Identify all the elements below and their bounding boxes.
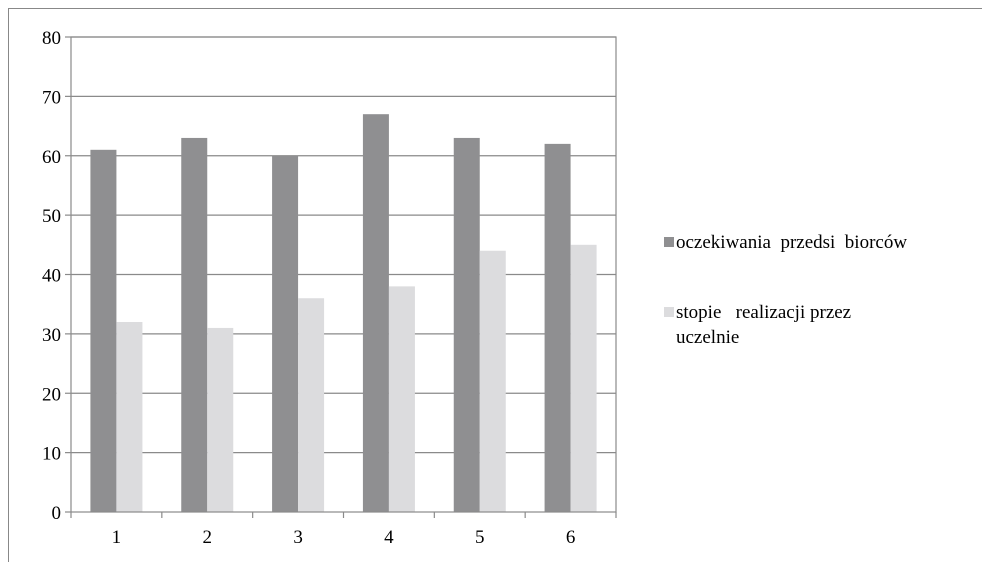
bars xyxy=(90,114,597,512)
bar-series-1-cat-2 xyxy=(181,137,208,512)
legend-swatch-series-2 xyxy=(664,307,674,317)
bar-series-2-cat-2 xyxy=(207,327,234,512)
x-tick-label-4: 4 xyxy=(384,527,394,548)
x-tick-label-5: 5 xyxy=(475,527,485,548)
x-tick-label-2: 2 xyxy=(203,527,213,548)
legend-swatch-series-1 xyxy=(664,237,674,247)
x-tick-label-6: 6 xyxy=(566,527,576,548)
y-tick-label-40: 40 xyxy=(42,266,61,287)
bar-series-2-cat-6 xyxy=(570,244,597,512)
bar-series-1-cat-5 xyxy=(453,137,480,512)
y-tick-label-60: 60 xyxy=(42,147,61,168)
bar-series-1-cat-3 xyxy=(272,155,299,512)
legend: oczekiwania przedsi biorców stopie reali… xyxy=(664,232,907,348)
bar-series-1-cat-4 xyxy=(362,114,389,512)
legend-label-series-1: oczekiwania przedsi biorców xyxy=(676,232,907,253)
x-tick-label-1: 1 xyxy=(112,527,122,548)
legend-label-series-2-line-2: uczelnie xyxy=(676,327,739,348)
x-tick-label-3: 3 xyxy=(293,527,303,548)
y-tick-label-10: 10 xyxy=(42,444,61,465)
y-tick-label-30: 30 xyxy=(42,325,61,346)
bar-series-2-cat-5 xyxy=(479,250,506,512)
bar-series-2-cat-4 xyxy=(388,286,415,512)
axes xyxy=(65,36,617,518)
y-tick-label-80: 80 xyxy=(42,28,61,49)
gridlines xyxy=(71,36,616,454)
bar-series-1-cat-1 xyxy=(90,149,117,512)
chart-frame xyxy=(8,8,982,562)
x-tick-labels: 1 2 3 4 5 6 xyxy=(112,527,576,548)
y-tick-label-70: 70 xyxy=(42,87,61,108)
y-tick-label-0: 0 xyxy=(52,503,62,524)
bar-series-2-cat-1 xyxy=(116,322,143,512)
legend-label-series-2-line-1: stopie realizacji przez xyxy=(676,302,851,323)
bar-series-2-cat-3 xyxy=(298,298,325,512)
y-tick-labels: 0 10 20 30 40 50 60 70 80 xyxy=(42,28,61,524)
y-tick-label-20: 20 xyxy=(42,384,61,405)
bar-series-1-cat-6 xyxy=(544,143,571,512)
y-tick-label-50: 50 xyxy=(42,206,61,227)
